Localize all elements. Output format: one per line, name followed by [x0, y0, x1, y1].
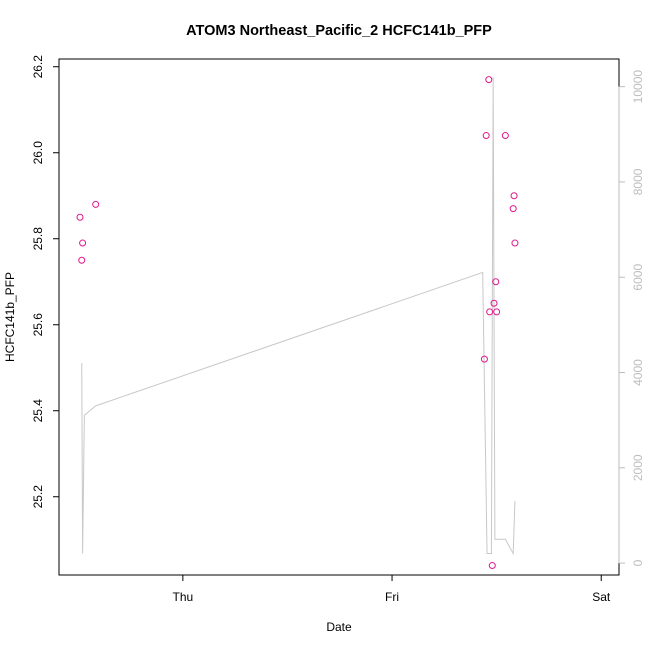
data-point [76, 213, 84, 221]
data-point [493, 308, 501, 316]
y-axis-label: HCFC141b_PFP [3, 272, 17, 362]
data-point [488, 562, 496, 570]
data-point [510, 192, 518, 200]
series-line-layer [81, 77, 516, 556]
data-point [511, 239, 519, 247]
x-tick-label: Fri [385, 590, 399, 604]
data-point [486, 308, 494, 316]
y-right-tick-label: 6000 [631, 264, 645, 291]
data-point [79, 239, 87, 247]
y-left-tick-label: 25.4 [31, 399, 45, 423]
y-right-tick-label: 4000 [631, 359, 645, 386]
series-points-layer [76, 76, 519, 570]
plot-frame [58, 58, 620, 576]
data-point [490, 299, 498, 307]
y-right-tick-label: 0 [631, 559, 645, 566]
data-point [492, 278, 500, 286]
y-right-tick-label: 8000 [631, 168, 645, 195]
data-point [485, 76, 493, 84]
y-left-tick-label: 25.6 [31, 313, 45, 337]
x-axis-label: Date [326, 620, 352, 634]
y-left-tick-label: 25.2 [31, 485, 45, 509]
y-axis-left: 25.2 25.4 25.6 25.8 26.0 26.2 [31, 55, 60, 509]
data-point [501, 132, 509, 140]
data-point [92, 200, 100, 208]
x-tick-label: Thu [173, 590, 194, 604]
series-line [81, 77, 516, 556]
chart-title: ATOM3 Northeast_Pacific_2 HCFC141b_PFP [186, 23, 492, 39]
data-point [509, 205, 517, 213]
y-axis-right: 0 2000 4000 6000 8000 10000 [618, 70, 645, 566]
y-left-tick-label: 26.2 [31, 55, 45, 79]
y-right-tick-label: 2000 [631, 454, 645, 481]
x-tick-label: Sat [592, 590, 611, 604]
x-axis: Thu Fri Sat [173, 574, 611, 604]
data-point [480, 355, 488, 363]
y-left-tick-label: 25.8 [31, 227, 45, 251]
y-left-tick-label: 26.0 [31, 141, 45, 165]
y-right-tick-label: 10000 [631, 70, 645, 104]
data-point [78, 256, 86, 264]
data-point [482, 132, 490, 140]
